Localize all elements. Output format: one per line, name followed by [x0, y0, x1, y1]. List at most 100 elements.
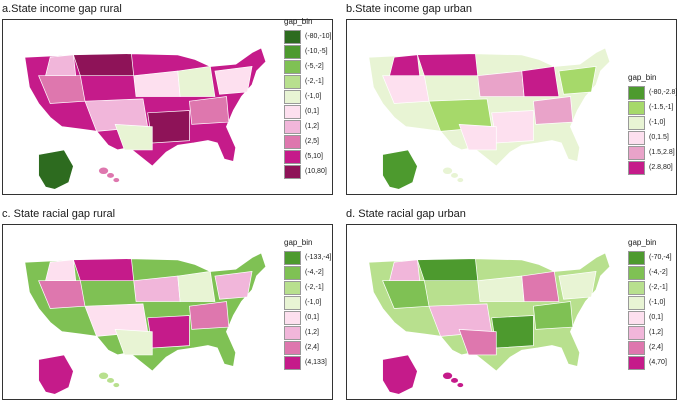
- legend-label: (-2,-1]: [305, 284, 324, 291]
- legend-label: (0,1]: [305, 108, 320, 115]
- legend-label: (0,1.5]: [649, 134, 669, 141]
- state-region: [458, 329, 497, 356]
- legend-swatch: [628, 280, 645, 295]
- legend-item: (0,1]: [628, 310, 672, 325]
- map-frame: [346, 19, 677, 195]
- hawaii-island: [98, 372, 109, 380]
- legend-label: (-1,0]: [649, 299, 666, 306]
- legend-swatch: [628, 115, 645, 130]
- panel-income-urban: b.State income gap urban gap_bin (-80,-2.…: [344, 3, 679, 195]
- hawaii-island: [113, 383, 120, 388]
- hawaii-island: [451, 173, 458, 178]
- state-region: [114, 124, 153, 151]
- legend-label: (-1,0]: [305, 299, 322, 306]
- legend-swatch: [284, 280, 301, 295]
- legend-item: (1,2]: [284, 119, 331, 134]
- state-region: [477, 70, 525, 97]
- us-map: [368, 47, 611, 190]
- hawaii-island: [457, 383, 464, 388]
- state-region: [133, 70, 181, 97]
- legend-label: (-80,-10]: [305, 33, 332, 40]
- panel-racial-rural: c. State racial gap rural gap_bin (-133,-…: [0, 208, 335, 400]
- map-frame: [2, 224, 333, 400]
- legend-swatch: [284, 74, 301, 89]
- legend-swatch: [284, 325, 301, 340]
- legend: gap_bin (-80,-2.8] (-1.5,-1] (-1,0] (0,1.5] (…: [628, 73, 677, 175]
- legend-label: (-133,-4]: [305, 254, 332, 261]
- state-region: [45, 54, 77, 77]
- hawaii-island: [98, 167, 109, 175]
- hawaii-island: [457, 178, 464, 183]
- panel-title: a.State income gap rural: [2, 3, 122, 15]
- legend-swatch: [628, 325, 645, 340]
- legend-item: (1.5,2.8]: [628, 145, 677, 160]
- legend-item: (2,4]: [628, 340, 672, 355]
- legend-label: (2,5]: [305, 138, 320, 145]
- state-region: [189, 301, 230, 330]
- legend-item: (-1,0]: [628, 295, 672, 310]
- state-region: [147, 110, 190, 144]
- panel-racial-urban: d. State racial gap urban gap_bin (-70,-4…: [344, 208, 679, 400]
- legend-item: (-80,-10]: [284, 29, 331, 44]
- state-region: [133, 275, 181, 302]
- legend-label: (-2,-1]: [649, 284, 668, 291]
- legend-label: (1,2]: [649, 329, 664, 336]
- legend-swatch: [284, 104, 301, 119]
- legend-item: (-2,-1]: [284, 74, 331, 89]
- legend-item: (-1,0]: [284, 295, 331, 310]
- state-region: [72, 258, 135, 282]
- legend-swatch: [628, 100, 645, 115]
- legend-label: (0,1]: [305, 314, 320, 321]
- legend-swatch: [284, 340, 301, 355]
- state-region: [214, 65, 253, 95]
- legend-swatch: [628, 340, 645, 355]
- map-frame: [2, 19, 333, 195]
- state-region: [177, 271, 216, 302]
- state-region: [214, 270, 253, 300]
- legend-label: (-70,-4]: [649, 254, 672, 261]
- state-region: [491, 110, 534, 144]
- legend-swatch: [628, 145, 645, 160]
- legend-item: (-1.5,-1]: [628, 100, 677, 115]
- state-region: [45, 259, 77, 282]
- legend-title: gap_bin: [628, 73, 657, 82]
- state-region: [416, 53, 479, 77]
- legend-swatch: [284, 355, 301, 370]
- legend-swatch: [284, 310, 301, 325]
- legend-item: (-5,-2]: [284, 59, 331, 74]
- state-region: [521, 66, 560, 97]
- legend-swatch: [284, 29, 301, 44]
- state-region: [558, 65, 597, 95]
- alaska-shape: [382, 149, 418, 190]
- legend-swatch: [284, 119, 301, 134]
- us-map: [24, 47, 267, 190]
- alaska-shape: [38, 354, 74, 395]
- state-region: [389, 259, 421, 282]
- legend-label: (5,10]: [305, 153, 323, 160]
- legend-item: (2.8,80]: [628, 160, 677, 175]
- legend-swatch: [628, 310, 645, 325]
- panel-title: b.State income gap urban: [346, 3, 472, 15]
- legend-label: (-80,-2.8]: [649, 89, 678, 96]
- panel-title: d. State racial gap urban: [346, 208, 466, 220]
- legend-item: (-1,0]: [628, 115, 677, 130]
- panel-title: c. State racial gap rural: [2, 208, 116, 220]
- legend-label: (1.5,2.8]: [649, 149, 675, 156]
- hawaii-island: [442, 167, 453, 175]
- legend-item: (0,1]: [284, 310, 331, 325]
- state-region: [189, 96, 230, 125]
- legend-label: (2.8,80]: [649, 164, 673, 171]
- legend-label: (-5,-2]: [305, 63, 324, 70]
- legend-label: (4,70]: [649, 359, 667, 366]
- legend-item: (0,1]: [284, 104, 331, 119]
- legend-label: (-4,-2]: [305, 269, 324, 276]
- legend-label: (4,133]: [305, 359, 327, 366]
- legend-label: (2,4]: [649, 344, 664, 351]
- legend-swatch: [284, 164, 301, 179]
- hawaii-island: [451, 378, 458, 383]
- legend-item: (-4,-2]: [628, 265, 672, 280]
- legend-item: (-1,0]: [284, 89, 331, 104]
- legend-item: (-2,-1]: [628, 280, 672, 295]
- legend-label: (10,80]: [305, 168, 327, 175]
- legend-swatch: [628, 295, 645, 310]
